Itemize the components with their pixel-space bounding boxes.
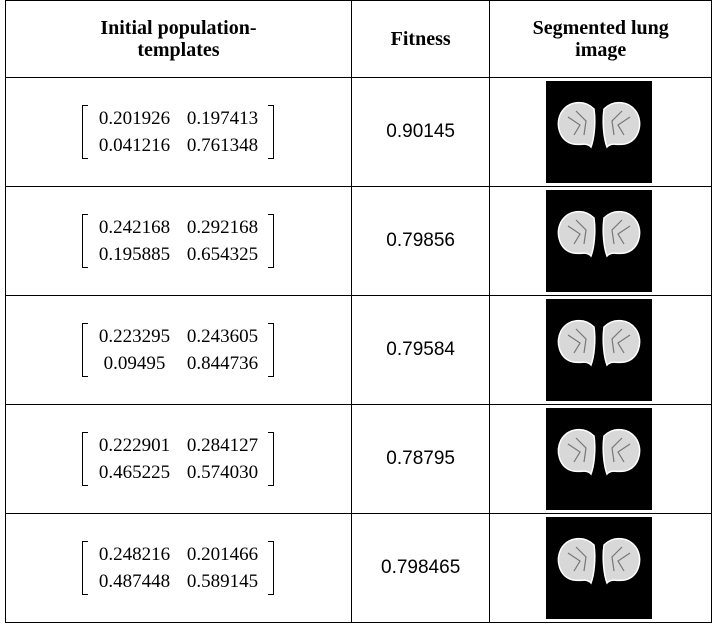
header-row: Initial population-templates Fitness Seg… bbox=[6, 1, 712, 78]
fitness-value: 0.79856 bbox=[386, 230, 455, 251]
lung-image bbox=[546, 408, 652, 510]
header-text: Segmented lung image bbox=[516, 17, 686, 61]
header-cell: Fitness bbox=[351, 1, 490, 78]
matrix-entry: 0.844736 bbox=[178, 350, 266, 377]
fitness-value: 0.78795 bbox=[386, 448, 455, 469]
matrix-entry: 0.574030 bbox=[178, 459, 266, 486]
matrix-entry: 0.465225 bbox=[90, 459, 178, 486]
results-table: Initial population-templates Fitness Seg… bbox=[5, 0, 712, 623]
matrix-entry: 0.242168 bbox=[90, 214, 178, 241]
matrix-entry: 0.243605 bbox=[178, 323, 266, 350]
fitness-value: 0.90145 bbox=[386, 121, 455, 142]
matrix-entry: 0.222901 bbox=[90, 432, 178, 459]
fitness-value: 0.79584 bbox=[386, 339, 455, 360]
matrix-entry: 0.589145 bbox=[178, 568, 266, 595]
fitness-cell: 0.90145 bbox=[351, 78, 490, 187]
fitness-value: 0.798465 bbox=[381, 557, 460, 578]
matrix-entry: 0.654325 bbox=[178, 241, 266, 268]
page: Initial population-templates Fitness Seg… bbox=[0, 0, 716, 632]
lung-image bbox=[546, 190, 652, 292]
matrix-entry: 0.248216 bbox=[90, 541, 178, 568]
matrix-entry: 0.195885 bbox=[90, 241, 178, 268]
lung-image bbox=[546, 299, 652, 401]
matrix-entry: 0.041216 bbox=[90, 132, 178, 159]
matrix-entry: 0.09495 bbox=[90, 350, 178, 377]
header-cell: Initial population-templates bbox=[6, 1, 352, 78]
image-cell bbox=[490, 296, 712, 405]
lung-image bbox=[546, 81, 652, 183]
matrix-entry: 0.487448 bbox=[90, 568, 178, 595]
header-text: Initial population-templates bbox=[73, 17, 283, 61]
fitness-cell: 0.79584 bbox=[351, 296, 490, 405]
matrix-entry: 0.223295 bbox=[90, 323, 178, 350]
image-cell bbox=[490, 514, 712, 623]
matrix-entry: 0.197413 bbox=[178, 105, 266, 132]
fitness-cell: 0.78795 bbox=[351, 405, 490, 514]
matrix-entry: 0.284127 bbox=[178, 432, 266, 459]
matrix-entry: 0.761348 bbox=[178, 132, 266, 159]
image-cell bbox=[490, 78, 712, 187]
fitness-cell: 0.798465 bbox=[351, 514, 490, 623]
fitness-cell: 0.79856 bbox=[351, 187, 490, 296]
matrix-entry: 0.201466 bbox=[178, 541, 266, 568]
header-text: Fitness bbox=[352, 28, 490, 50]
image-cell bbox=[490, 187, 712, 296]
header-cell: Segmented lung image bbox=[490, 1, 712, 78]
lung-image bbox=[546, 517, 652, 619]
matrix-entry: 0.201926 bbox=[90, 105, 178, 132]
matrix-entry: 0.292168 bbox=[178, 214, 266, 241]
image-cell bbox=[490, 405, 712, 514]
